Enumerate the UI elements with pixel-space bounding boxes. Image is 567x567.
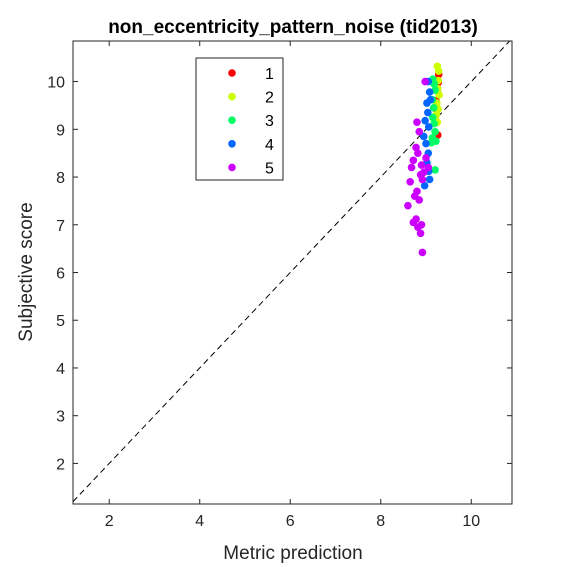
legend-marker-1 [228,69,236,77]
data-point-series-3 [428,113,437,122]
y-tick-label: 7 [56,218,65,235]
y-tick-label: 10 [47,75,65,92]
x-tick-label: 10 [462,513,480,530]
data-point-series-3 [431,166,439,174]
x-tick-label: 8 [376,513,385,530]
data-point-series-3 [430,80,438,88]
data-point-series-5 [406,178,414,186]
legend-label-3: 3 [265,113,274,130]
legend-marker-2 [228,92,236,101]
data-point-series-5 [407,163,416,172]
data-point-series-4 [423,99,431,107]
reference-line-layer [72,40,511,502]
legend-label-5: 5 [265,160,274,177]
data-point-series-4 [424,123,433,131]
data-point-series-4 [425,175,434,184]
data-point-series-4 [419,132,428,141]
legend-marker-5 [228,163,236,172]
data-point-series-5 [424,163,433,172]
y-axis-label: Subjective score [16,202,37,341]
x-tick-label: 6 [286,513,295,530]
legend-label-1: 1 [265,66,274,83]
y-tick-label: 4 [56,361,65,378]
data-point-series-5 [415,196,424,204]
data-point-series-5 [418,175,427,184]
x-tick-label: 2 [105,513,114,530]
y-tick-label: 8 [56,170,65,187]
legend-label-2: 2 [265,90,274,107]
identity-reference-line [72,40,511,502]
data-point-series-3 [430,119,438,128]
legend-marker-4 [228,140,236,148]
legend-box [195,57,284,181]
data-point-series-5 [409,156,418,165]
y-tick-label: 6 [56,266,65,283]
data-point-series-4 [420,181,429,190]
y-tick-label: 3 [56,409,65,426]
data-point-series-5 [421,77,429,86]
x-axis-label: Metric prediction [223,543,362,564]
data-point-series-2 [434,67,443,75]
chart-title: non_eccentricity_pattern_noise (tid2013) [108,17,478,38]
x-tick-label: 4 [195,513,204,530]
y-tick-label: 9 [56,122,65,139]
data-point-series-5 [414,149,422,157]
data-point-series-4 [422,139,430,148]
data-point-series-4 [421,116,429,125]
data-point-series-4 [424,108,432,117]
data-point-series-5 [418,248,427,257]
y-tick-label: 2 [56,456,65,473]
data-point-series-5 [417,161,426,169]
axis-ticks-layer: 2 4 6 8 10 2 3 4 5 6 7 8 9 10 [47,41,512,530]
legend-marker-3 [228,116,236,124]
data-point-series-5 [414,223,422,231]
data-point-series-4 [425,88,434,96]
data-point-series-3 [429,104,438,112]
data-points-layer [404,62,443,257]
data-point-series-5 [422,154,430,162]
legend: 1 2 3 4 5 [195,57,284,181]
plot-area [73,41,512,504]
data-point-series-5 [412,143,420,152]
data-point-series-5 [404,201,412,210]
data-point-series-5 [416,229,425,238]
data-point-series-3 [431,127,439,136]
data-point-series-5 [413,118,421,126]
data-point-series-5 [415,127,424,136]
legend-label-4: 4 [265,137,274,154]
y-tick-label: 5 [56,313,65,330]
data-point-series-5 [409,218,418,227]
data-point-series-3 [432,137,440,146]
